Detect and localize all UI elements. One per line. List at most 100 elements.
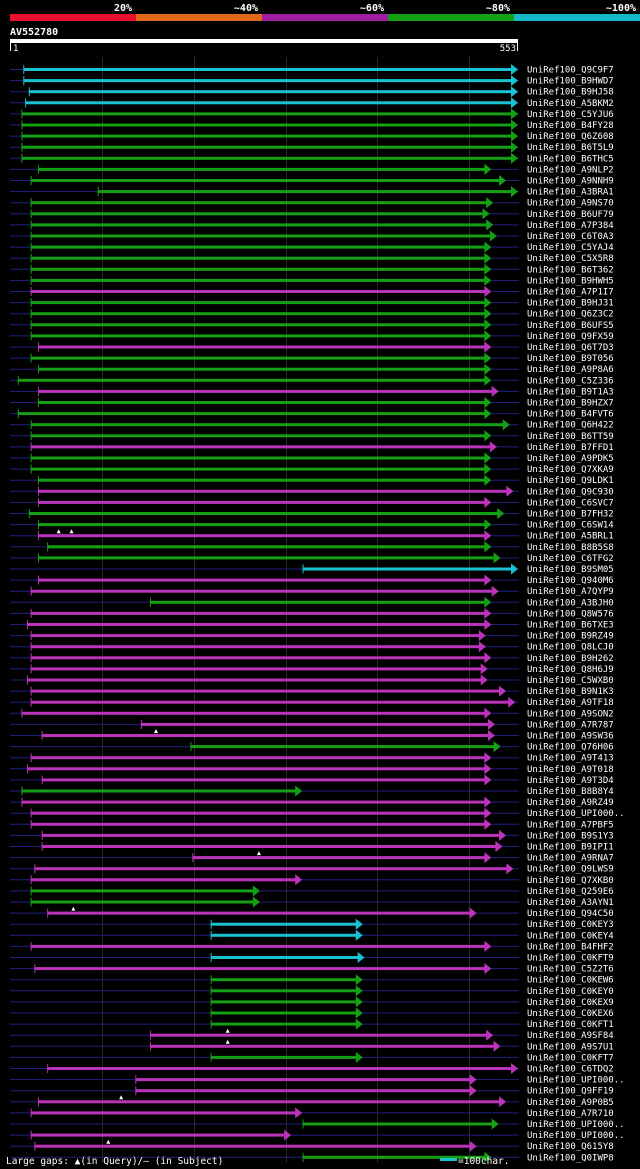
hit-label[interactable]: UniRef100_C5X5R8 <box>527 254 614 264</box>
hit-label[interactable]: UniRef100_Q9C9F7 <box>527 66 614 76</box>
hit-label[interactable]: UniRef100_C5Z336 <box>527 376 614 386</box>
hit-label[interactable]: UniRef100_B4FHF2 <box>527 942 614 952</box>
hit-label[interactable]: UniRef100_A9P8A6 <box>527 365 614 375</box>
hit-label[interactable]: UniRef100_B4FVT6 <box>527 410 614 420</box>
hit-label[interactable]: UniRef100_Q6T7D3 <box>527 343 614 353</box>
hit-label[interactable]: UniRef100_C5WXB0 <box>527 676 614 686</box>
hit-label[interactable]: UniRef100_C0KEX9 <box>527 998 614 1008</box>
hit-label[interactable]: UniRef100_C6T0A3 <box>527 232 614 242</box>
hit-label[interactable]: UniRef100_C0KEX6 <box>527 1009 614 1019</box>
hit-label[interactable]: UniRef100_Q9LDK1 <box>527 476 614 486</box>
hit-label[interactable]: UniRef100_A9PDK5 <box>527 454 614 464</box>
hit-label[interactable]: UniRef100_A5BKM2 <box>527 99 614 109</box>
hit-label[interactable]: UniRef100_A9P0B5 <box>527 1098 614 1108</box>
hit-label[interactable]: UniRef100_C6SW14 <box>527 521 614 531</box>
hit-label[interactable]: UniRef100_UPI000.. <box>527 1120 625 1130</box>
hit-label[interactable]: UniRef100_A7R710 <box>527 1109 614 1119</box>
hit-label[interactable]: UniRef100_A3AYN1 <box>527 898 614 908</box>
hit-label[interactable]: UniRef100_C5YJU6 <box>527 110 614 120</box>
hit-label[interactable]: UniRef100_B6TT59 <box>527 432 614 442</box>
hit-label[interactable]: UniRef100_A9T3D4 <box>527 776 614 786</box>
hit-label[interactable]: UniRef100_A7QYP9 <box>527 587 614 597</box>
hit-label[interactable]: UniRef100_C6TFG2 <box>527 554 614 564</box>
hit-label[interactable]: UniRef100_B9T1A3 <box>527 387 614 397</box>
hit-label[interactable]: UniRef100_B9HZX7 <box>527 399 614 409</box>
hit-label[interactable]: UniRef100_Q7XKB0 <box>527 876 614 886</box>
hit-label[interactable]: UniRef100_C6TDQ2 <box>527 1065 614 1075</box>
hit-label[interactable]: UniRef100_C0KEY3 <box>527 920 614 930</box>
hit-label[interactable]: UniRef100_A7PBF5 <box>527 820 614 830</box>
hit-label[interactable]: UniRef100_C0KFT7 <box>527 1053 614 1063</box>
hit-label[interactable]: UniRef100_B6T5L9 <box>527 143 614 153</box>
hit-label[interactable]: UniRef100_Q615Y8 <box>527 1142 614 1152</box>
hit-label[interactable]: UniRef100_Q9C930 <box>527 487 614 497</box>
hit-label[interactable]: UniRef100_A9NNH9 <box>527 177 614 187</box>
hit-label[interactable]: UniRef100_B8B8Y4 <box>527 787 614 797</box>
hit-label[interactable]: UniRef100_A9T413 <box>527 754 614 764</box>
hit-label[interactable]: UniRef100_A9SON2 <box>527 709 614 719</box>
hit-label[interactable]: UniRef100_Q6Z608 <box>527 132 614 142</box>
hit-label[interactable]: UniRef100_Q8H6J9 <box>527 665 614 675</box>
hit-label[interactable]: UniRef100_Q7XKA9 <box>527 465 614 475</box>
hit-label[interactable]: UniRef100_Q259E6 <box>527 887 614 897</box>
hit-label[interactable]: UniRef100_B9S1Y3 <box>527 831 614 841</box>
hit-label[interactable]: UniRef100_A3BRA1 <box>527 188 614 198</box>
hit-label[interactable]: UniRef100_A9SW36 <box>527 732 614 742</box>
hit-label[interactable]: UniRef100_A7P384 <box>527 221 614 231</box>
hit-label[interactable]: UniRef100_UPI000.. <box>527 1076 625 1086</box>
hit-label[interactable]: UniRef100_C0KFT9 <box>527 954 614 964</box>
hit-label[interactable]: UniRef100_Q9FF19 <box>527 1087 614 1097</box>
hit-label[interactable]: UniRef100_Q6H422 <box>527 421 614 431</box>
hit-label[interactable]: UniRef100_A9TF18 <box>527 698 614 708</box>
hit-label[interactable]: UniRef100_B9HJ58 <box>527 88 614 98</box>
hit-label[interactable]: UniRef100_B7FH32 <box>527 510 614 520</box>
hit-label[interactable]: UniRef100_C0KEW6 <box>527 976 614 986</box>
hit-label[interactable]: UniRef100_A9NLP2 <box>527 165 614 175</box>
hit-label[interactable]: UniRef100_UPI000.. <box>527 1131 625 1141</box>
hit-label[interactable]: UniRef100_A7R787 <box>527 720 614 730</box>
hit-label[interactable]: UniRef100_A5BRL1 <box>527 532 614 542</box>
hit-label[interactable]: UniRef100_C0KEY0 <box>527 987 614 997</box>
hit-label[interactable]: UniRef100_B6UFS5 <box>527 321 614 331</box>
hit-label[interactable]: UniRef100_A9T018 <box>527 765 614 775</box>
hit-label[interactable]: UniRef100_B4FY28 <box>527 121 614 131</box>
hit-label[interactable]: UniRef100_C5YAJ4 <box>527 243 614 253</box>
hit-label[interactable]: UniRef100_Q76H06 <box>527 743 614 753</box>
hit-label[interactable]: UniRef100_B9HJ31 <box>527 299 614 309</box>
hit-label[interactable]: UniRef100_B6UF79 <box>527 210 614 220</box>
hit-label[interactable]: UniRef100_B9IPI1 <box>527 843 614 853</box>
hit-label[interactable]: UniRef100_B7FFD1 <box>527 443 614 453</box>
hit-label[interactable]: UniRef100_Q8LCJ0 <box>527 643 614 653</box>
hit-label[interactable]: UniRef100_B6T362 <box>527 265 614 275</box>
hit-label[interactable]: UniRef100_A3BJH0 <box>527 598 614 608</box>
hit-label[interactable]: UniRef100_B6TXE3 <box>527 621 614 631</box>
hit-label[interactable]: UniRef100_Q8W576 <box>527 609 614 619</box>
hit-label[interactable]: UniRef100_B9N1K3 <box>527 687 614 697</box>
hit-label[interactable]: UniRef100_B9HWH5 <box>527 276 614 286</box>
hit-label[interactable]: UniRef100_A9RNA7 <box>527 854 614 864</box>
hit-label[interactable]: UniRef100_UPI000.. <box>527 809 625 819</box>
hit-label[interactable]: UniRef100_A9RZ49 <box>527 798 614 808</box>
hit-label[interactable]: UniRef100_Q9FX59 <box>527 332 614 342</box>
hit-label[interactable]: UniRef100_A9S7U1 <box>527 1042 614 1052</box>
hit-label[interactable]: UniRef100_A7P1I7 <box>527 288 614 298</box>
hit-label[interactable]: UniRef100_Q0IWP8 <box>527 1153 614 1163</box>
hit-label[interactable]: UniRef100_A9NS70 <box>527 199 614 209</box>
hit-label[interactable]: UniRef100_Q940M6 <box>527 576 614 586</box>
hit-label[interactable]: UniRef100_B9T056 <box>527 354 614 364</box>
hit-label[interactable]: UniRef100_C0KFT1 <box>527 1020 614 1030</box>
hit-label[interactable]: UniRef100_C5Z2T6 <box>527 965 614 975</box>
hit-label[interactable]: UniRef100_B9SM05 <box>527 565 614 575</box>
hit-label[interactable]: UniRef100_Q94C50 <box>527 909 614 919</box>
hit-label[interactable]: UniRef100_Q9LWS9 <box>527 865 614 875</box>
hit-label[interactable]: UniRef100_B9HWD7 <box>527 77 614 87</box>
hit-label[interactable]: UniRef100_C0KEY4 <box>527 931 614 941</box>
hit-label[interactable]: UniRef100_B6THC5 <box>527 154 614 164</box>
hit-bar <box>302 1155 487 1159</box>
hit-label[interactable]: UniRef100_Q6Z3C2 <box>527 310 614 320</box>
hit-label[interactable]: UniRef100_B9RZ49 <box>527 632 614 642</box>
hit-label[interactable]: UniRef100_B8B5S8 <box>527 543 614 553</box>
hit-label[interactable]: UniRef100_B9H262 <box>527 654 614 664</box>
hit-label[interactable]: UniRef100_C6SVC7 <box>527 498 614 508</box>
hit-label[interactable]: UniRef100_A9SF84 <box>527 1031 614 1041</box>
